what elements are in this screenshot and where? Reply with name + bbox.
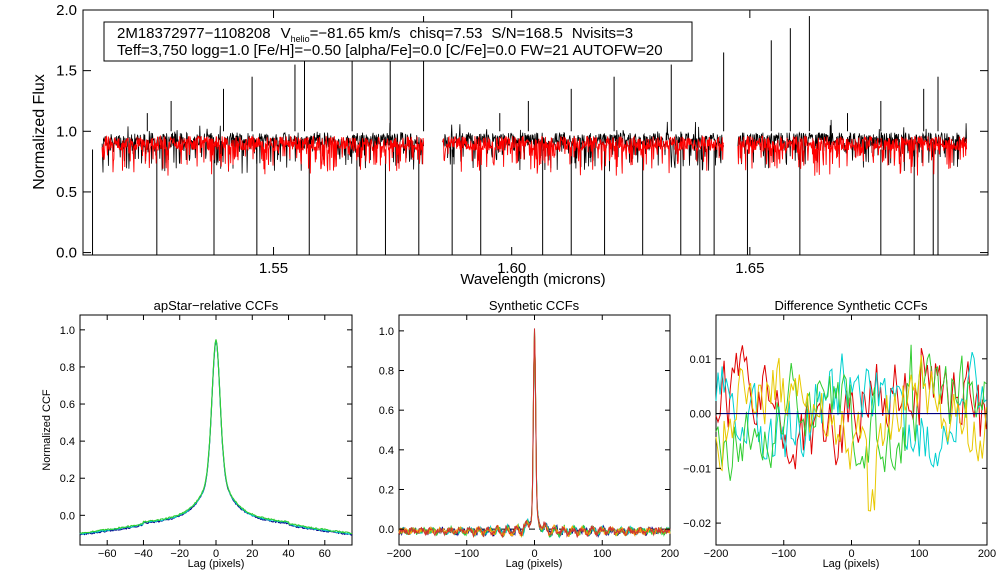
spectrum-panel: 1.55 1.60 1.65 0.0 0.5 1.0 1.5 2.0 2M18372977−1… [31,2,989,288]
apstar-series-group [79,339,353,536]
apstar-ccf-line [79,339,353,535]
difference-x-tick-label: −200 [704,548,729,560]
spectrum-x-axis-label: Wavelength (microns) [460,271,605,288]
apstar-ticks: −60 −40 −20 0 20 40 60 0.0 0.2 0.4 0.6 0.8 1.0 [60,315,352,560]
annotation-line1: 2M18372977−1108208 Vhelio=−81.65 km/s chis… [117,25,633,44]
apstar-x-tick-label: 40 [282,548,294,560]
difference-ccf-panel: −200 −100 0 100 200 −0.02 −0.01 0.00 0.01 Differ… [683,298,996,570]
spectrum-y-tick-label: 1.5 [56,63,77,80]
apstar-y-axis-label: Normalized CCF [41,389,53,471]
apstar-y-tick-label: 0.6 [60,399,75,411]
difference-y-tick-label: −0.02 [683,518,711,530]
synthetic-y-tick-label: 0.2 [379,484,394,496]
apstar-ccf-panel: −60 −40 −20 0 20 40 60 0.0 0.2 0.4 0.6 0.8 1.0 apSta… [41,298,353,570]
annotation-frame [103,21,693,62]
difference-x-axis-label: Lag (pixels) [823,558,880,570]
synthetic-y-tick-label: 0.6 [379,405,394,417]
apstar-x-axis-label: Lag (pixels) [188,558,245,570]
spectrum-y-axis-label: Normalized Flux [31,74,48,190]
difference-ticks: −200 −100 0 100 200 −0.02 −0.01 0.00 0.01 [683,315,996,560]
difference-x-tick-label: 100 [910,548,928,560]
synthetic-title: Synthetic CCFs [489,298,580,313]
annotation-vhelio-value: =−81.65 km/s [310,25,401,42]
apstar-x-tick-label: 20 [246,548,258,560]
apstar-y-tick-label: 0.8 [60,362,75,374]
annotation-chisq: chisq=7.53 [410,25,483,42]
synthetic-x-tick-label: −200 [387,548,412,560]
difference-y-tick-label: 0.01 [690,354,711,366]
difference-title: Difference Synthetic CCFs [775,298,928,313]
spectrum-y-tick-label: 2.0 [56,2,77,19]
difference-y-tick-label: 0.00 [690,409,711,421]
apstar-y-tick-label: 0.4 [60,436,75,448]
difference-ccf-line [715,345,987,470]
difference-x-tick-label: 200 [978,548,996,560]
spectrum-y-tick-label: 0.0 [56,245,77,262]
synthetic-x-tick-label: 0 [531,548,537,560]
annotation-vhelio-sub: helio [291,34,310,44]
synthetic-x-axis-label: Lag (pixels) [506,558,563,570]
difference-ccf-line [715,344,987,481]
annotation-star-id: 2M18372977−1108208 [117,25,271,42]
spectrum-x-tick-label: 1.65 [735,260,764,277]
synthetic-y-tick-label: 0.4 [379,445,394,457]
spectrum-plot-frame [82,9,989,256]
spectrum-y-tick-label: 1.0 [56,123,77,140]
apstar-ccf-line [79,340,353,535]
spectrum-x-tick-label: 1.55 [259,260,288,277]
apstar-y-tick-label: 1.0 [60,325,75,337]
annotation-vhelio-label: V [281,25,291,42]
synthetic-ccf-panel: −200 −100 0 100 200 0.0 0.2 0.4 0.6 0.8 1.0 Synthe… [379,298,679,570]
apstar-y-tick-label: 0.2 [60,473,75,485]
difference-ccf-line [715,355,987,512]
annotation-sn: S/N=168.5 [492,25,563,42]
difference-x-tick-label: 0 [848,548,854,560]
synthetic-x-tick-label: −100 [454,548,479,560]
apstar-ccf-line [79,341,353,536]
difference-x-tick-label: −100 [771,548,796,560]
apstar-x-tick-label: −60 [98,548,117,560]
apstar-x-tick-label: 0 [213,548,219,560]
apstar-title: apStar−relative CCFs [154,298,279,313]
spectrum-y-tick-label: 0.5 [56,184,77,201]
apstar-plot-frame [79,314,353,546]
synthetic-x-tick-label: 200 [661,548,679,560]
apstar-y-tick-label: 0.0 [60,510,75,522]
apstar-x-tick-label: −40 [134,548,153,560]
spectrum-x-tick-label: 1.60 [497,260,526,277]
spectrum-spikes [92,16,939,255]
synthetic-ccf-line [398,331,671,539]
apstar-x-tick-label: −20 [170,548,189,560]
fit-annotation-box: 2M18372977−1108208 Vhelio=−81.65 km/s chis… [103,21,693,62]
spectrum-series-line [101,134,968,176]
synthetic-x-tick-label: 100 [593,548,611,560]
synthetic-y-tick-label: 0.0 [379,524,394,536]
synthetic-ccf-line [398,328,671,539]
annotation-nvisits: Nvisits=3 [572,25,633,42]
synthetic-series-group [398,328,671,539]
synthetic-y-tick-label: 0.8 [379,366,394,378]
annotation-line2: Teff=3,750 logg=1.0 [Fe/H]=−0.50 [alpha/… [117,42,663,59]
difference-ccf-line [715,351,987,468]
synthetic-ccf-line [398,331,671,539]
synthetic-ticks: −200 −100 0 100 200 0.0 0.2 0.4 0.6 0.8 1.0 [379,315,679,560]
synthetic-y-tick-label: 1.0 [379,326,394,338]
synthetic-ccf-line [398,335,671,538]
difference-y-tick-label: −0.01 [683,463,711,475]
spectrum-series-group [101,119,968,176]
spectrum-ticks: 1.55 1.60 1.65 0.0 0.5 1.0 1.5 2.0 [56,2,988,277]
apstar-x-tick-label: 60 [319,548,331,560]
difference-series-group [715,344,987,512]
